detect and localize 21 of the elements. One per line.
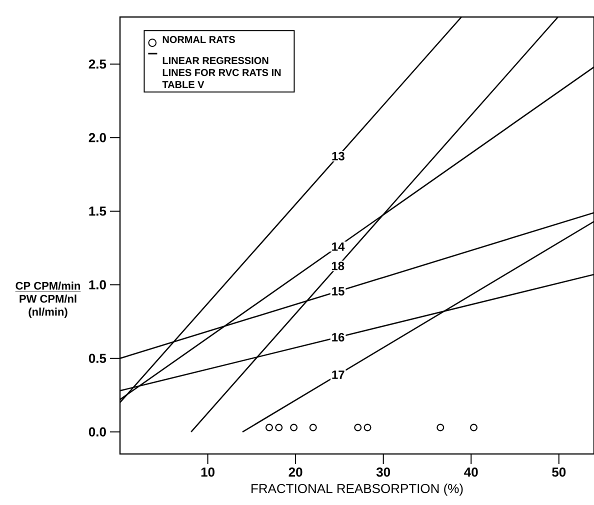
y-axis-title: $\begin{array}{c}\underline{\mbox{CP CPM/min}}\\ \mbox{PW CPM/nl}\\ \mbox{(nl/min)}\end{array}$ [15,282,81,318]
y-tick-label: 0.5 [88,354,106,363]
x-axis-title: FRACTIONAL REABSORPTION (%) [252,484,463,496]
x-tick-label: 10 [201,468,214,477]
series-label: 13 [332,152,344,160]
y-tick-label: 0.0 [88,427,106,437]
series-label: 15 [332,287,344,296]
x-tick-label: 30 [376,468,390,477]
legend-label: NORMAL RATS [162,36,235,44]
x-tick-label: 40 [464,468,478,477]
annotation: LINEAR REGRESSION LINES FOR RVC RATS IN TABLE V [162,57,281,88]
series-label: 14 [332,242,345,251]
y-tick-label: 2.5 [88,59,106,69]
y-tick-label: 1.0 [89,280,106,290]
y-tick-label: 2.0 [88,133,106,142]
series-label: 18 [332,262,344,270]
series-label: 16 [332,333,344,342]
y-tick-label: 1.5 [89,206,106,216]
x-tick-label: 20 [288,468,302,477]
x-tick-label: 50 [552,468,566,477]
series-label: 17 [332,370,344,379]
